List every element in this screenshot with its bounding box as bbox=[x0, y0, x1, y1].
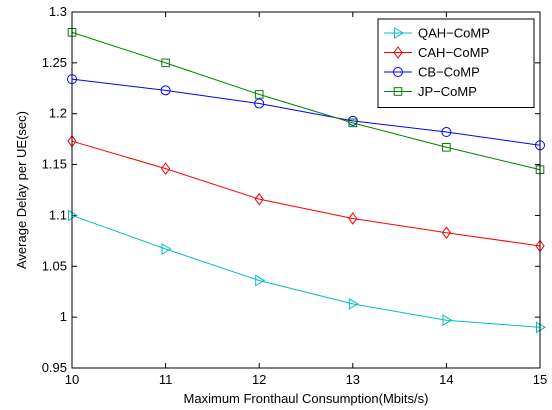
x-tick-label: 12 bbox=[252, 372, 266, 387]
y-axis-label: Average Delay per UE(sec) bbox=[14, 111, 29, 269]
data-point bbox=[536, 321, 546, 334]
series-line bbox=[71, 140, 541, 247]
y-tick-label: 1 bbox=[60, 309, 67, 324]
data-point bbox=[254, 98, 265, 109]
legend-marker bbox=[393, 46, 403, 59]
series-line bbox=[71, 31, 541, 171]
series-line bbox=[71, 78, 541, 146]
legend-entry: JP−CoMP bbox=[384, 84, 477, 99]
x-tick-label: 14 bbox=[439, 372, 453, 387]
legend-label: CB−CoMP bbox=[418, 65, 480, 80]
data-point bbox=[348, 118, 358, 128]
legend-label: QAH−CoMP bbox=[418, 26, 490, 41]
legend-marker bbox=[393, 67, 403, 77]
y-tick-label: 1.1 bbox=[49, 207, 67, 222]
data-point bbox=[441, 127, 452, 138]
x-axis-label: Maximum Fronthaul Consumption(Mbits/s) bbox=[184, 391, 429, 406]
data-point bbox=[161, 243, 172, 255]
x-tick-label: 13 bbox=[346, 372, 360, 387]
data-point bbox=[255, 274, 266, 287]
series-0 bbox=[68, 209, 546, 334]
y-tick-label: 1.25 bbox=[42, 55, 67, 70]
y-tick-label: 0.95 bbox=[42, 360, 67, 375]
data-point bbox=[161, 58, 170, 68]
data-point bbox=[160, 85, 171, 96]
data-point bbox=[68, 209, 78, 222]
y-tick-label: 1.15 bbox=[42, 157, 67, 172]
y-tick-label: 1.05 bbox=[42, 258, 67, 273]
data-point bbox=[347, 115, 358, 126]
legend: QAH−CoMP CAH−CoMP CB−CoMP JP−CoMP bbox=[377, 18, 535, 108]
legend-entry: CB−CoMP bbox=[384, 65, 480, 80]
y-tick-label: 1.3 bbox=[49, 4, 67, 19]
legend-entry: CAH−CoMP bbox=[384, 45, 489, 60]
x-tick-label: 11 bbox=[159, 372, 173, 387]
data-point bbox=[348, 212, 358, 225]
legend-entry: QAH−CoMP bbox=[384, 26, 490, 41]
series-line bbox=[71, 214, 541, 328]
data-point bbox=[442, 314, 453, 327]
data-point bbox=[254, 90, 264, 99]
x-tick-label: 10 bbox=[65, 372, 79, 387]
data-point bbox=[160, 162, 171, 175]
legend-marker bbox=[394, 27, 404, 39]
legend-box bbox=[377, 18, 535, 108]
plot-frame bbox=[71, 11, 541, 369]
data-point bbox=[441, 226, 452, 240]
legend-marker bbox=[393, 87, 403, 96]
x-tick-label: 15 bbox=[533, 372, 547, 387]
data-point bbox=[254, 192, 264, 206]
legend-label: CAH−CoMP bbox=[418, 45, 489, 60]
legend-label: JP−CoMP bbox=[418, 84, 477, 99]
data-point bbox=[348, 298, 359, 310]
data-point bbox=[442, 142, 451, 152]
y-tick-label: 1.2 bbox=[49, 106, 67, 121]
